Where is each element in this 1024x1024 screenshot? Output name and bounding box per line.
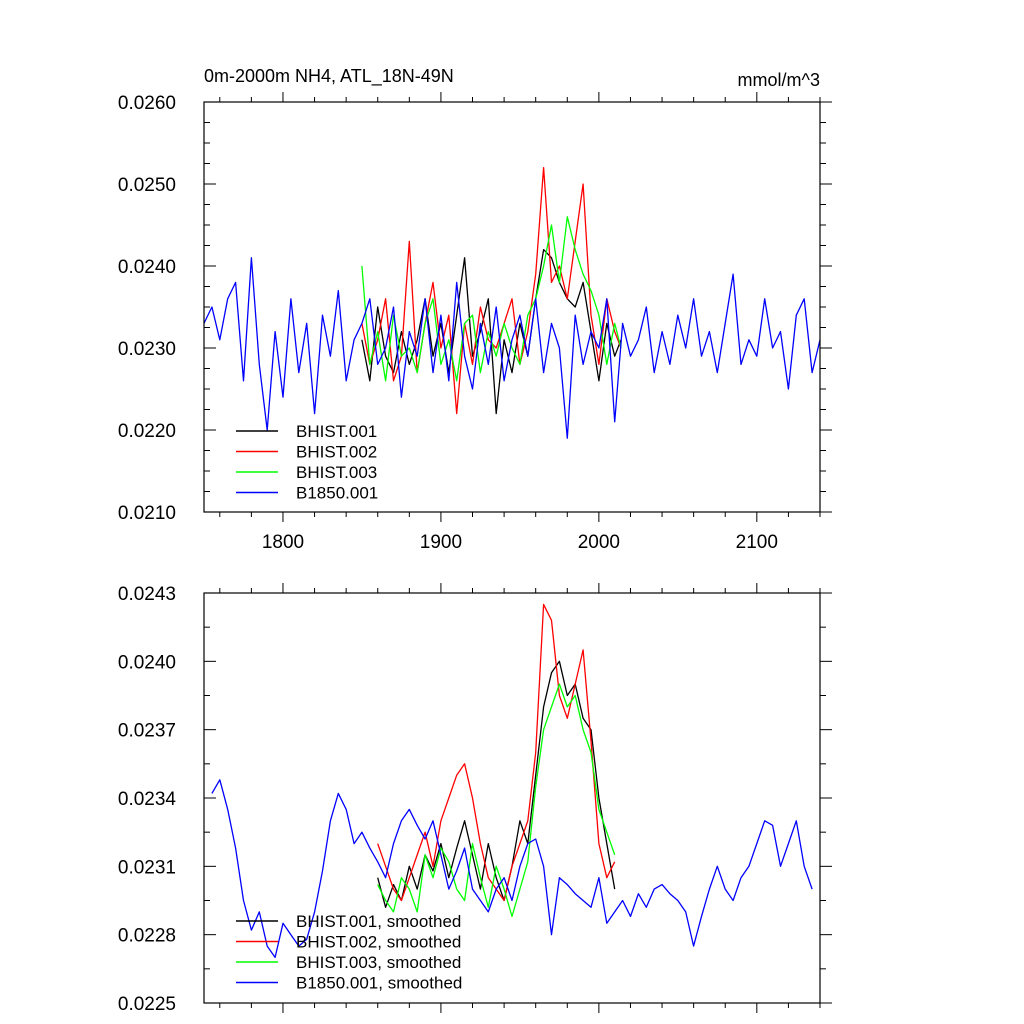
- bottom-series-line-2: [377, 603, 616, 902]
- top-x-tick-label: 1800: [262, 532, 304, 553]
- top-x-tick-label: 2100: [736, 532, 778, 553]
- top-y-tick-label: 0.0210: [118, 503, 176, 524]
- bottom-y-tick-label: 0.0240: [118, 652, 176, 673]
- bottom-series-layer: [211, 603, 813, 959]
- top-series-line-1: [361, 248, 622, 415]
- bottom-y-tick-label: 0.0234: [118, 789, 177, 810]
- bottom-legend: BHIST.001, smoothed BHIST.002, smoothedBH…: [236, 912, 462, 993]
- top-y-tick-label: 0.0240: [118, 257, 176, 278]
- bottom-series-line-4: [211, 779, 813, 959]
- bottom-y-tick-label: 0.0228: [118, 926, 176, 947]
- top-legend-label-2: BHIST.002: [296, 443, 377, 462]
- bottom-series-line-3: [377, 683, 616, 918]
- top-series-line-4: [204, 257, 820, 439]
- top-y-tick-label: 0.0260: [118, 93, 176, 114]
- top-x-tick-label: 2000: [578, 532, 620, 553]
- bottom-legend-label-4: B1850.001, smoothed: [296, 974, 462, 993]
- top-y-tick-label: 0.0220: [118, 421, 176, 442]
- top-legend-label-3: BHIST.003: [296, 463, 377, 482]
- top-legend-label-4: B1850.001: [296, 484, 378, 503]
- top-series-layer: [204, 166, 820, 439]
- bottom-y-tick-label: 0.0225: [118, 994, 176, 1015]
- bottom-legend-label-3: BHIST.003, smoothed: [296, 953, 461, 972]
- top-series-line-3: [361, 216, 622, 382]
- bottom-y-tick-label: 0.0231: [118, 857, 176, 878]
- top-series-line-2: [361, 166, 622, 415]
- bottom-y-tick-label: 0.0243: [118, 584, 176, 605]
- top-panel: 0m-2000m NH4, ATL_18N-49N mmol/m^3 1800 1…: [118, 66, 832, 553]
- bottom-ticks-layer: 0.0225 0.0228 0.0231 0.0234 0.0237 0.0240 0.02…: [118, 583, 832, 1015]
- top-panel-units: mmol/m^3: [738, 70, 820, 90]
- top-legend-label-1: BHIST.001: [296, 422, 377, 441]
- bottom-legend-label-1: BHIST.001, smoothed: [296, 912, 461, 931]
- bottom-panel: 0.0225 0.0228 0.0231 0.0234 0.0237 0.0240 0.02…: [118, 583, 832, 1015]
- bottom-y-tick-label: 0.0237: [118, 721, 176, 742]
- top-y-tick-label: 0.0250: [118, 175, 176, 196]
- bottom-series-line-1: [377, 660, 616, 908]
- top-ticks-layer: 1800 1900 2000 2100 0.0210 0.0220 0.0230 0.0240…: [118, 92, 832, 553]
- top-panel-title: 0m-2000m NH4, ATL_18N-49N: [204, 66, 454, 87]
- top-x-tick-label: 1900: [420, 532, 462, 553]
- bottom-legend-label-2: BHIST.002, smoothed: [296, 933, 461, 952]
- top-y-tick-label: 0.0230: [118, 339, 176, 360]
